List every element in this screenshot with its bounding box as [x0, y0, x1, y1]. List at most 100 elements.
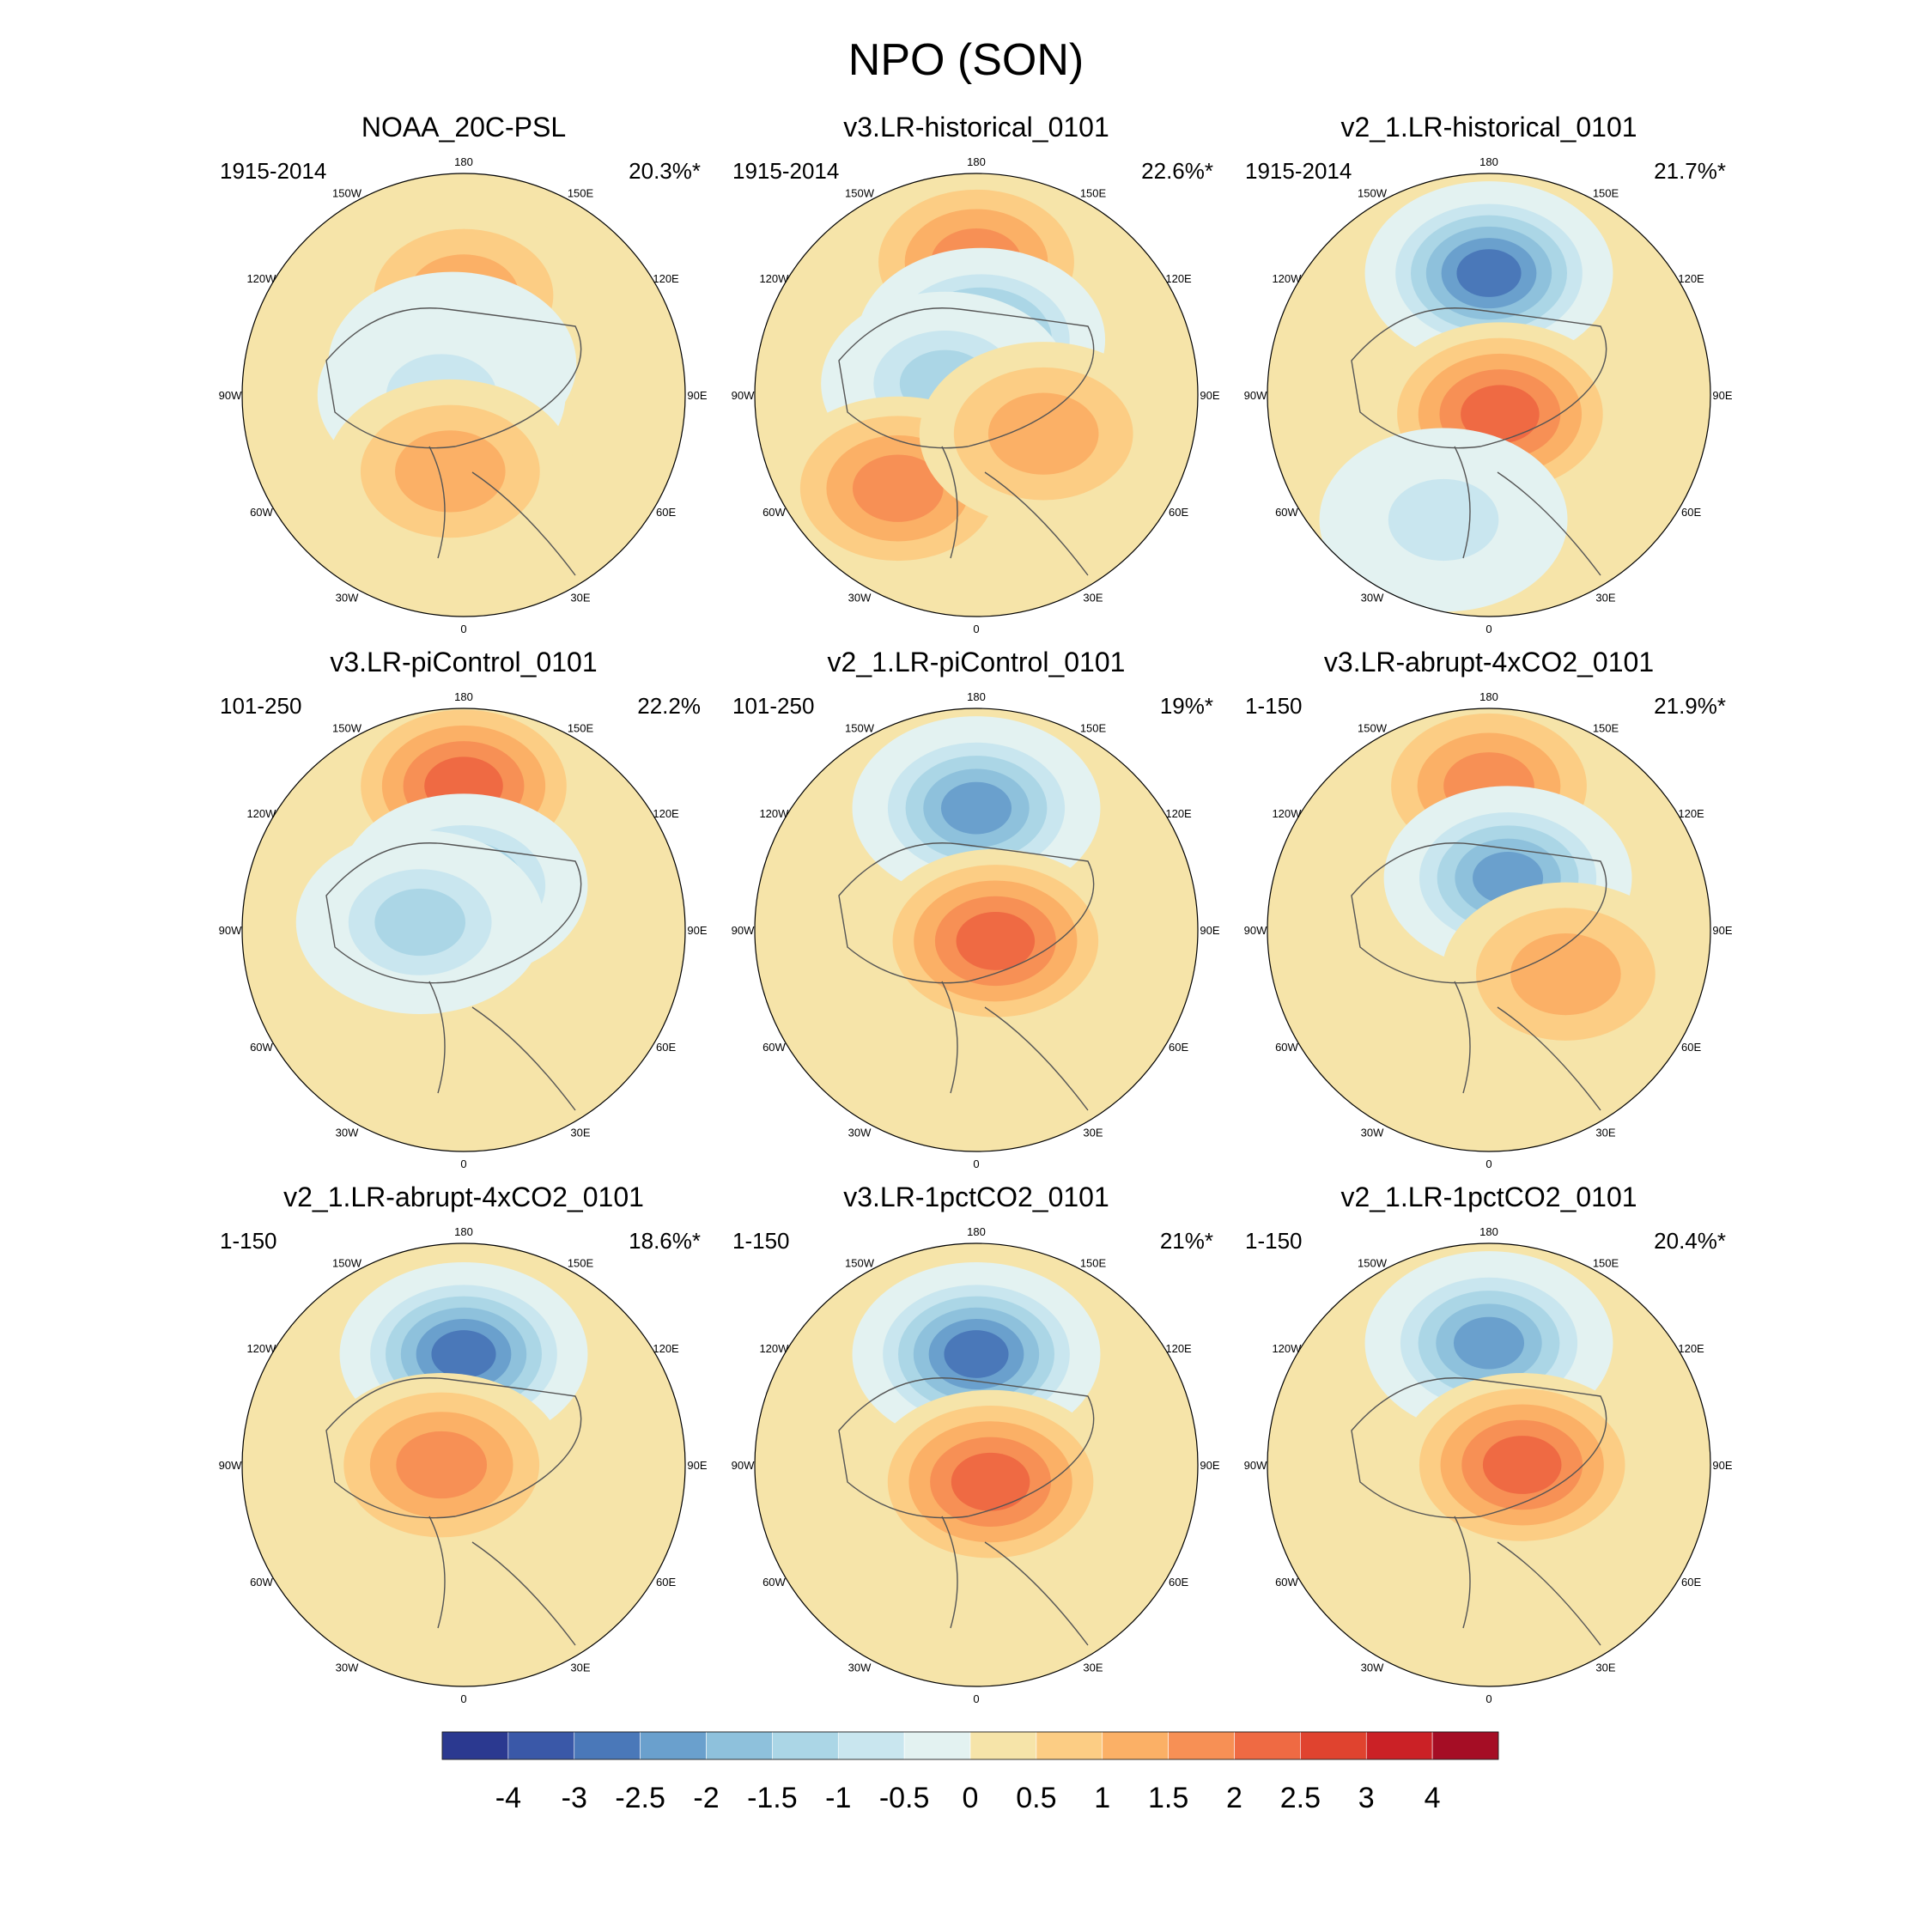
polar-map: 180 150E 120E 90E 60E 30E 0 30W 60W 90W 120W 150W — [732, 1225, 1220, 1705]
lon-label: 30W — [1361, 1127, 1384, 1139]
lon-label: 120W — [1272, 807, 1302, 820]
coastline — [1454, 1516, 1601, 1646]
map-panel-9: v2_1.LR-1pctCO2_0101 1-150 20.4%* 180 150… — [1231, 1182, 1747, 1714]
anomaly-contour — [1510, 933, 1621, 1016]
lon-label: 60W — [250, 506, 273, 519]
anomaly-contour — [1388, 478, 1499, 562]
lon-label: 90E — [1200, 924, 1219, 937]
lon-label: 0 — [973, 1157, 979, 1170]
anomaly-contour — [1461, 385, 1540, 444]
lon-label: 120W — [246, 272, 276, 285]
lon-label: 90W — [219, 1459, 242, 1472]
anomaly-contour — [951, 1452, 1030, 1511]
panel-period: 1-150 — [1245, 693, 1303, 719]
lon-label: 60W — [1275, 506, 1298, 519]
coastline — [325, 307, 582, 449]
colorbar-label: -1 — [825, 1782, 851, 1814]
coastline — [941, 981, 1089, 1111]
lon-label: 0 — [973, 1692, 979, 1705]
map-border — [1267, 1242, 1711, 1687]
lon-label: 90E — [687, 1459, 707, 1472]
coastline — [428, 1516, 576, 1646]
lon-label: 150E — [1593, 721, 1619, 734]
panel-variance: 20.4%* — [1654, 1228, 1726, 1254]
lon-label: 90E — [1712, 924, 1732, 937]
lon-label: 150W — [1358, 186, 1388, 199]
lon-label: 150W — [332, 186, 362, 199]
lon-label: 0 — [973, 623, 979, 635]
lon-label: 180 — [967, 690, 986, 703]
panel-period: 101-250 — [732, 693, 815, 719]
panel-title: v3.LR-abrupt-4xCO2_0101 — [1323, 647, 1655, 677]
panel-variance: 20.3%* — [629, 158, 701, 184]
map-border — [1267, 173, 1711, 617]
map-panel-7: v2_1.LR-abrupt-4xCO2_0101 1-150 18.6%* 1… — [206, 1182, 721, 1714]
lon-label: 30W — [336, 1127, 359, 1139]
anomaly-contour — [374, 888, 466, 957]
lon-label: 150W — [845, 721, 875, 734]
colorbar-swatch — [1102, 1731, 1169, 1760]
anomaly-contour — [395, 430, 506, 513]
lon-label: 120W — [759, 807, 789, 820]
coastline — [941, 446, 1089, 576]
colorbar-label: -2.5 — [615, 1782, 665, 1814]
coastline — [838, 1377, 1095, 1519]
lon-label: 30W — [848, 1127, 872, 1139]
lon-label: 90E — [687, 924, 707, 937]
map-panel-6: v3.LR-abrupt-4xCO2_0101 1-150 21.9%* 180… — [1231, 647, 1747, 1179]
lon-label: 30E — [570, 1127, 590, 1139]
panel-variance: 18.6%* — [629, 1228, 701, 1254]
lon-label: 120W — [1272, 1342, 1302, 1355]
coastline — [1454, 981, 1601, 1111]
colorbar-label: 1.5 — [1148, 1782, 1188, 1814]
lon-label: 90W — [1244, 389, 1267, 402]
lon-label: 0 — [1485, 1157, 1492, 1170]
colorbar-label: 2 — [1226, 1782, 1242, 1814]
lon-label: 30W — [336, 1662, 359, 1674]
lon-label: 120W — [246, 1342, 276, 1355]
colorbar-swatch — [772, 1731, 839, 1760]
lon-label: 150E — [1593, 186, 1619, 199]
lon-label: 120E — [653, 807, 679, 820]
panel-period: 101-250 — [220, 693, 302, 719]
colorbar-swatch — [706, 1731, 773, 1760]
lon-label: 180 — [967, 1225, 986, 1238]
lon-label: 90W — [732, 389, 755, 402]
lon-label: 180 — [1479, 690, 1498, 703]
panel-title: v3.LR-1pctCO2_0101 — [843, 1182, 1109, 1212]
lon-label: 30W — [1361, 592, 1384, 605]
colorbar-label: -4 — [495, 1782, 521, 1814]
colorbar-label: 4 — [1425, 1782, 1441, 1814]
lon-label: 90W — [732, 1459, 755, 1472]
colorbar-swatch — [507, 1731, 575, 1760]
colorbar-label: 0 — [963, 1782, 979, 1814]
lon-label: 150W — [1358, 721, 1388, 734]
lon-label: 90E — [1712, 1459, 1732, 1472]
figure-title: NPO (SON) — [848, 35, 1084, 85]
polar-map: 180 150E 120E 90E 60E 30E 0 30W 60W 90W 120W 150W — [1244, 1225, 1733, 1705]
lon-label: 30W — [336, 592, 359, 605]
colorbar-swatch — [1365, 1731, 1433, 1760]
map-panel-2: v3.LR-historical_0101 1915-2014 22.6%* 1… — [719, 112, 1234, 644]
colorbar-swatch — [837, 1731, 905, 1760]
lon-label: 120W — [759, 1342, 789, 1355]
lon-label: 150W — [332, 1256, 362, 1269]
lon-label: 30E — [1595, 592, 1615, 605]
lon-label: 30E — [570, 592, 590, 605]
panel-title: v2_1.LR-abrupt-4xCO2_0101 — [283, 1182, 644, 1212]
lon-label: 150W — [332, 721, 362, 734]
coastline — [941, 1516, 1089, 1646]
coastline — [1454, 446, 1601, 576]
lon-label: 60E — [656, 506, 676, 519]
panel-variance: 21.7%* — [1654, 158, 1726, 184]
lon-label: 120W — [1272, 272, 1302, 285]
lon-label: 90E — [1200, 389, 1219, 402]
polar-map: 180 150E 120E 90E 60E 30E 0 30W 60W 90W 120W 150W — [1244, 155, 1733, 635]
lon-label: 120E — [1678, 807, 1704, 820]
lon-label: 120E — [1165, 807, 1192, 820]
lon-label: 30E — [1083, 592, 1103, 605]
lon-label: 60E — [656, 1576, 676, 1589]
lon-label: 150E — [1593, 1256, 1619, 1269]
colorbar-label: 3 — [1358, 1782, 1375, 1814]
coastline — [1351, 1377, 1607, 1519]
